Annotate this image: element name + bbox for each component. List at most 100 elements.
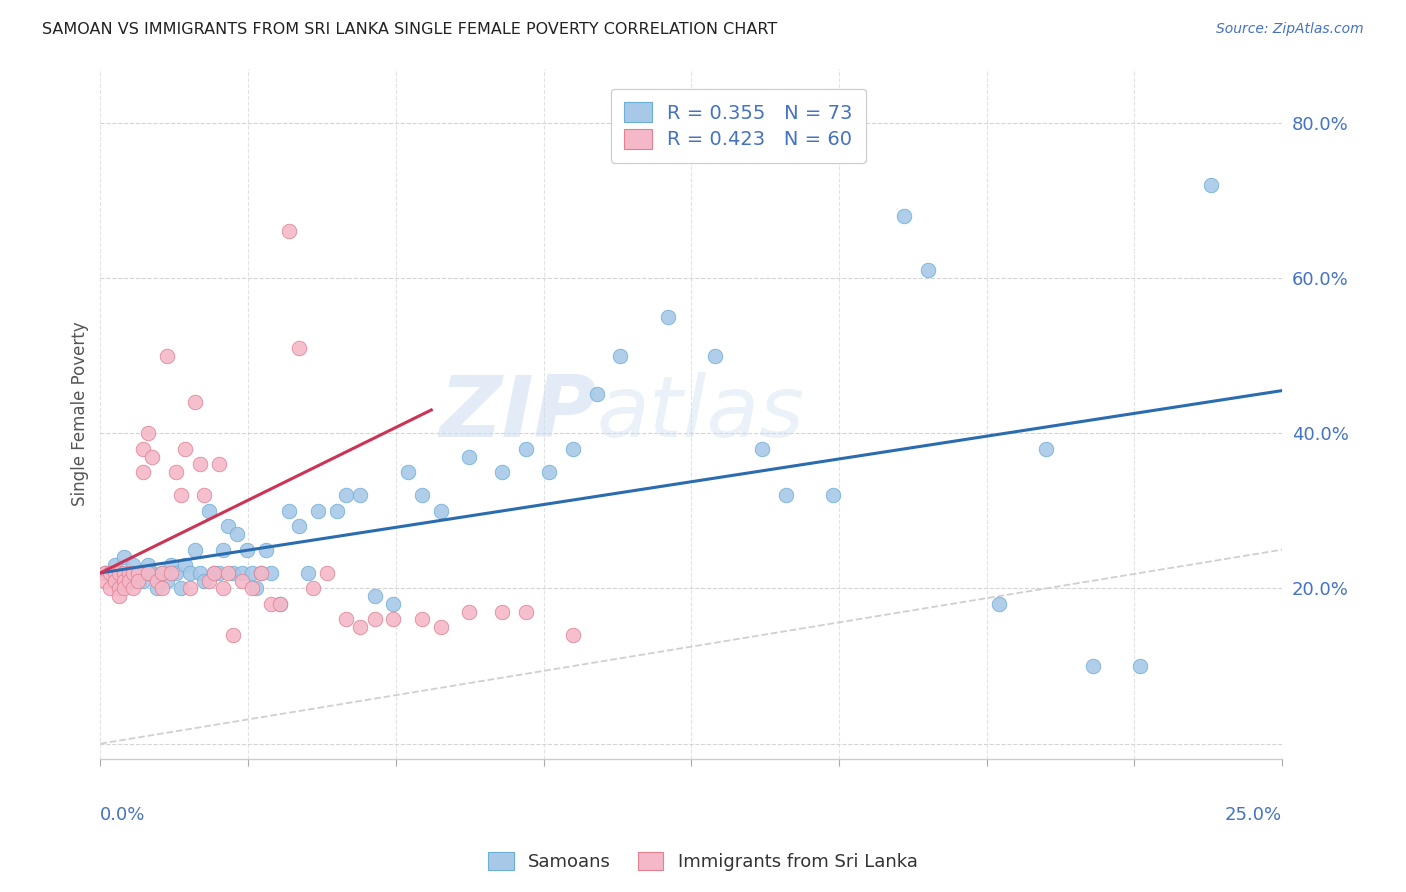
Point — [609, 349, 631, 363]
Point — [122, 566, 145, 580]
Point — [103, 574, 125, 588]
Text: ZIP: ZIP — [439, 372, 596, 455]
Point — [382, 597, 405, 611]
Point — [458, 450, 481, 464]
Point — [188, 458, 211, 472]
Point — [917, 263, 939, 277]
Point — [127, 574, 149, 588]
Legend: R = 0.355   N = 73, R = 0.423   N = 60: R = 0.355 N = 73, R = 0.423 N = 60 — [610, 88, 866, 162]
Point — [429, 620, 451, 634]
Text: 0.0%: 0.0% — [100, 805, 146, 823]
Point — [278, 504, 301, 518]
Point — [94, 566, 117, 580]
Point — [184, 542, 207, 557]
Point — [108, 589, 131, 603]
Point — [103, 558, 125, 573]
Point — [108, 566, 131, 580]
Point — [396, 465, 419, 479]
Point — [823, 488, 845, 502]
Point — [751, 442, 773, 456]
Point — [585, 387, 607, 401]
Point — [179, 566, 201, 580]
Point — [207, 566, 229, 580]
Point — [222, 628, 245, 642]
Point — [335, 488, 357, 502]
Point — [160, 558, 183, 573]
Text: atlas: atlas — [596, 372, 804, 455]
Point — [112, 574, 135, 588]
Legend: Samoans, Immigrants from Sri Lanka: Samoans, Immigrants from Sri Lanka — [481, 846, 925, 879]
Point — [202, 566, 225, 580]
Point — [170, 488, 193, 502]
Point — [103, 566, 125, 580]
Point — [108, 566, 131, 580]
Point — [562, 442, 585, 456]
Point — [259, 597, 281, 611]
Point — [217, 519, 239, 533]
Point — [136, 558, 159, 573]
Point — [112, 550, 135, 565]
Point — [212, 582, 235, 596]
Point — [94, 574, 117, 588]
Point — [515, 442, 537, 456]
Point — [141, 566, 163, 580]
Point — [174, 442, 197, 456]
Point — [132, 442, 155, 456]
Point — [141, 450, 163, 464]
Point — [112, 566, 135, 580]
Point — [250, 566, 273, 580]
Point — [122, 558, 145, 573]
Point — [335, 612, 357, 626]
Text: SAMOAN VS IMMIGRANTS FROM SRI LANKA SINGLE FEMALE POVERTY CORRELATION CHART: SAMOAN VS IMMIGRANTS FROM SRI LANKA SING… — [42, 22, 778, 37]
Point — [98, 582, 121, 596]
Point — [150, 566, 173, 580]
Point — [198, 504, 221, 518]
Point — [136, 566, 159, 580]
Point — [297, 566, 319, 580]
Point — [278, 225, 301, 239]
Point — [226, 527, 249, 541]
Point — [231, 566, 253, 580]
Point — [269, 597, 291, 611]
Point — [122, 582, 145, 596]
Point — [150, 566, 173, 580]
Point — [245, 582, 267, 596]
Point — [112, 574, 135, 588]
Point — [236, 542, 259, 557]
Point — [118, 566, 141, 580]
Point — [160, 566, 183, 580]
Point — [250, 566, 273, 580]
Point — [288, 519, 311, 533]
Point — [240, 566, 263, 580]
Point — [254, 542, 277, 557]
Point — [212, 542, 235, 557]
Point — [987, 597, 1010, 611]
Point — [269, 597, 291, 611]
Point — [193, 574, 215, 588]
Y-axis label: Single Female Poverty: Single Female Poverty — [72, 321, 89, 506]
Point — [165, 566, 187, 580]
Point — [150, 582, 173, 596]
Point — [458, 605, 481, 619]
Point — [515, 605, 537, 619]
Point — [538, 465, 561, 479]
Point — [103, 574, 125, 588]
Point — [98, 566, 121, 580]
Point — [893, 209, 915, 223]
Point — [118, 574, 141, 588]
Point — [302, 582, 325, 596]
Point — [146, 582, 169, 596]
Point — [122, 574, 145, 588]
Point — [1081, 659, 1104, 673]
Point — [174, 558, 197, 573]
Point — [411, 612, 433, 626]
Point — [240, 582, 263, 596]
Point — [562, 628, 585, 642]
Point — [170, 582, 193, 596]
Point — [127, 566, 149, 580]
Point — [222, 566, 245, 580]
Point — [132, 465, 155, 479]
Point — [155, 349, 177, 363]
Point — [363, 612, 385, 626]
Point — [146, 574, 169, 588]
